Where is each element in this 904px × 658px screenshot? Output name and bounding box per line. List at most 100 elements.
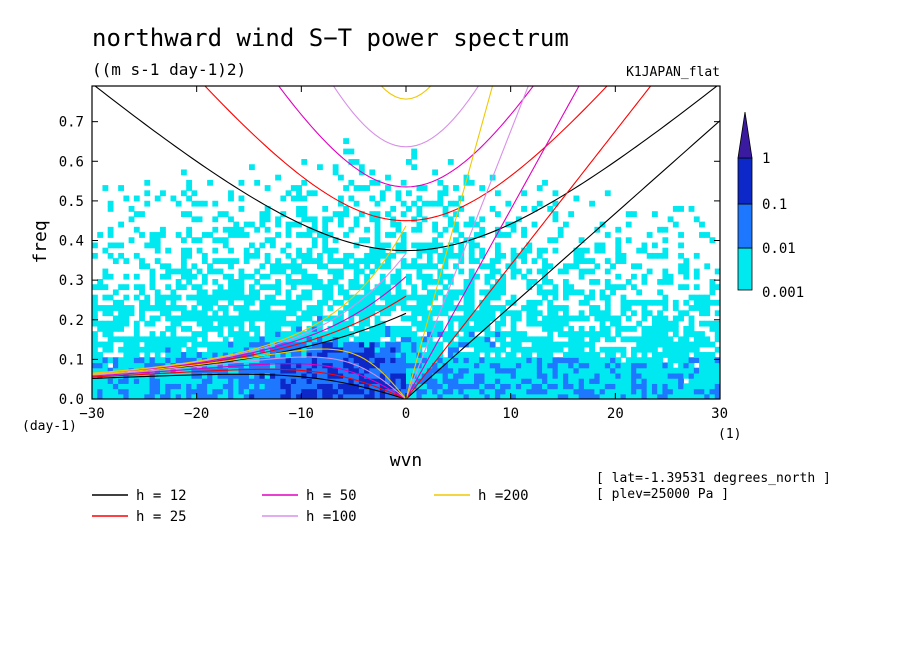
- spectrum-cell: [317, 388, 323, 395]
- spectrum-cell: [505, 299, 512, 306]
- spectrum-cell: [625, 315, 632, 322]
- colorbar-segment: [737, 157, 753, 205]
- spectrum-cell: [421, 383, 428, 390]
- spectrum-cell: [594, 263, 601, 270]
- spectrum-cell: [379, 320, 386, 327]
- spectrum-cell: [196, 200, 203, 207]
- spectrum-cell: [547, 378, 554, 384]
- spectrum-cell: [678, 388, 684, 395]
- spectrum-cell: [217, 237, 224, 244]
- spectrum-cell: [625, 299, 632, 306]
- spectrum-cell: [92, 352, 98, 358]
- spectrum-cell: [374, 289, 381, 296]
- spectrum-cell: [583, 388, 590, 395]
- spectrum-cell: [421, 284, 428, 291]
- spectrum-cell: [322, 294, 329, 301]
- spectrum-cell: [500, 284, 507, 291]
- spectrum-cell: [536, 352, 543, 358]
- spectrum-cell: [390, 336, 397, 343]
- spectrum-cell: [479, 226, 486, 233]
- spectrum-cell: [578, 258, 585, 264]
- spectrum-cell: [531, 362, 538, 369]
- spectrum-cell: [526, 242, 533, 249]
- spectrum-cell: [275, 315, 281, 322]
- spectrum-cell: [228, 294, 234, 301]
- spectrum-cell: [594, 279, 601, 285]
- spectrum-cell: [175, 232, 182, 238]
- spectrum-cell: [704, 299, 711, 306]
- spectrum-cell: [275, 393, 281, 399]
- spectrum-cell: [646, 325, 653, 332]
- spectrum-cell: [317, 393, 323, 399]
- spectrum-cell: [489, 205, 496, 212]
- inertia-gravity-curve: [332, 86, 480, 148]
- spectrum-cell: [531, 393, 538, 399]
- spectrum-cell: [510, 252, 517, 259]
- y-tick-label: 0.3: [59, 273, 84, 289]
- spectrum-cell: [563, 341, 569, 348]
- spectrum-cell: [510, 315, 517, 322]
- spectrum-cell: [353, 336, 360, 343]
- spectrum-cell: [615, 325, 622, 332]
- spectrum-cell: [578, 346, 585, 353]
- spectrum-cell: [510, 310, 517, 317]
- spectrum-cell: [421, 247, 428, 254]
- spectrum-cell: [160, 378, 166, 384]
- spectrum-cell: [651, 367, 658, 374]
- spectrum-cell: [662, 268, 669, 275]
- spectrum-cell: [212, 289, 219, 296]
- spectrum-cell: [599, 393, 606, 399]
- spectrum-cell: [390, 232, 397, 238]
- spectrum-cell: [678, 372, 684, 379]
- spectrum-cell: [133, 336, 140, 343]
- spectrum-cell: [442, 378, 449, 384]
- spectrum-cell: [191, 331, 198, 337]
- spectrum-cell: [657, 341, 664, 348]
- spectrum-cell: [557, 388, 564, 395]
- spectrum-cell: [688, 393, 695, 399]
- spectrum-cell: [217, 378, 224, 384]
- spectrum-cell: [657, 320, 664, 327]
- spectrum-cell: [139, 211, 145, 218]
- spectrum-cell: [610, 284, 616, 291]
- spectrum-cell: [306, 294, 313, 301]
- spectrum-cell: [709, 393, 716, 399]
- spectrum-cell: [217, 258, 224, 264]
- spectrum-cell: [526, 247, 533, 254]
- spectrum-cell: [662, 273, 669, 280]
- spectrum-cell: [175, 393, 182, 399]
- spectrum-cell: [118, 242, 124, 249]
- spectrum-cell: [353, 200, 360, 207]
- spectrum-cell: [123, 305, 130, 311]
- spectrum-cell: [306, 258, 313, 264]
- spectrum-cell: [311, 352, 318, 358]
- spectrum-cell: [322, 226, 329, 233]
- spectrum-cell: [123, 388, 130, 395]
- spectrum-cell: [228, 258, 234, 264]
- spectrum-cell: [390, 305, 397, 311]
- spectrum-cell: [646, 367, 653, 374]
- spectrum-cell: [217, 346, 224, 353]
- spectrum-cell: [453, 341, 459, 348]
- spectrum-cell: [426, 346, 433, 353]
- spectrum-cell: [437, 232, 444, 238]
- spectrum-cell: [107, 226, 114, 233]
- spectrum-cell: [264, 211, 271, 218]
- spectrum-cell: [432, 169, 438, 176]
- spectrum-cell: [678, 378, 684, 384]
- spectrum-cell: [275, 383, 281, 390]
- spectrum-cell: [249, 383, 255, 390]
- spectrum-cell: [243, 273, 250, 280]
- spectrum-cell: [128, 205, 135, 212]
- spectrum-cell: [290, 367, 297, 374]
- spectrum-cell: [494, 367, 501, 374]
- spectrum-cell: [442, 247, 449, 254]
- spectrum-cell: [604, 325, 611, 332]
- spectrum-cell: [568, 372, 575, 379]
- spectrum-cell: [672, 378, 679, 384]
- spectrum-cell: [693, 388, 700, 395]
- spectrum-cell: [238, 372, 245, 379]
- spectrum-cell: [531, 388, 538, 395]
- spectrum-cell: [191, 393, 198, 399]
- spectrum-cell: [343, 232, 350, 238]
